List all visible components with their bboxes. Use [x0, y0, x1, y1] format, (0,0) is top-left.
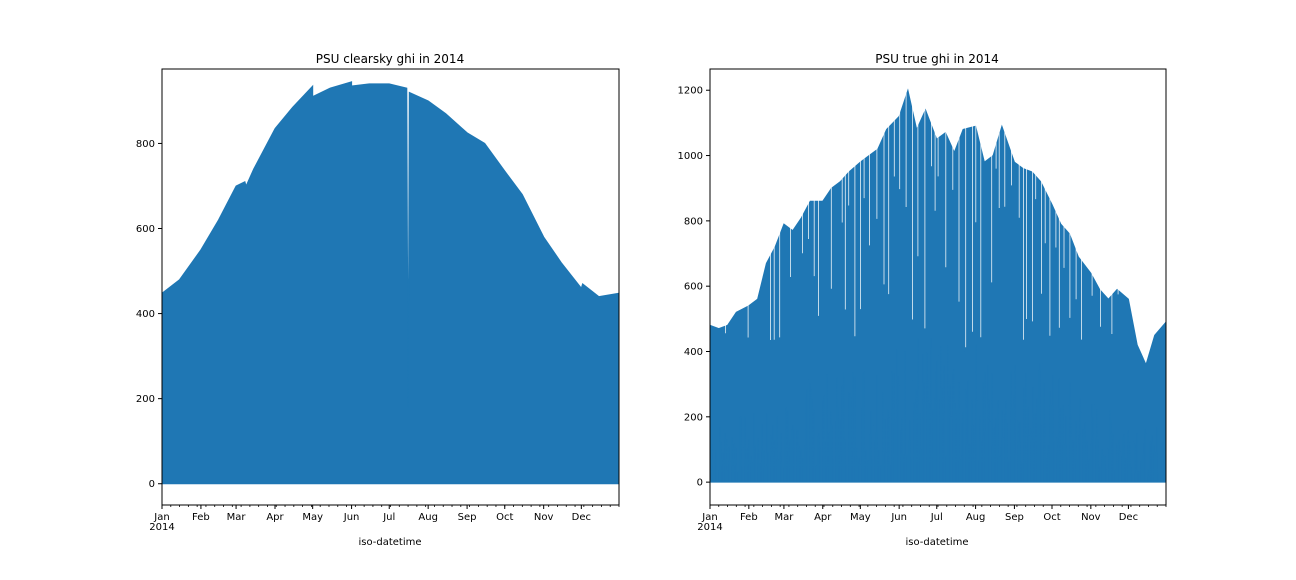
x-tick-label: Dec [572, 512, 591, 523]
x-tick-label: May [302, 512, 323, 523]
y-tick-label: 200 [136, 394, 155, 405]
x-tick-label: Nov [1081, 512, 1101, 523]
y-tick-label: 400 [136, 309, 155, 320]
x-tick-label: Jan [153, 512, 169, 523]
series-area [161, 81, 620, 485]
x-tick-label: Oct [1043, 512, 1060, 523]
y-tick-label: 800 [136, 139, 155, 150]
y-tick-label: 0 [697, 478, 703, 489]
x-tick-label: Jun [343, 512, 360, 523]
x-year-label: 2014 [697, 522, 722, 533]
series-noise [710, 337, 1166, 483]
x-tick-label: Apr [814, 512, 832, 523]
x-tick-label: Mar [227, 512, 247, 523]
x-tick-label: Aug [966, 512, 986, 523]
y-tick-label: 600 [684, 282, 703, 293]
x-year-label: 2014 [149, 522, 174, 533]
series-gaps [713, 69, 1160, 348]
y-tick-label: 200 [684, 412, 703, 423]
y-tick-label: 1200 [678, 86, 703, 97]
x-tick-label: Mar [774, 512, 794, 523]
x-tick-label: Jun [890, 512, 907, 523]
clearsky-ghi-chart: PSU clearsky ghi in 2014 iso-datetime 20… [136, 52, 620, 548]
x-tick-label: Jul [382, 512, 395, 523]
x-tick-label: Aug [418, 512, 438, 523]
x-tick-label: Apr [266, 512, 284, 523]
x-tick-label: Dec [1119, 512, 1138, 523]
x-axis-label: iso-datetime [358, 537, 421, 548]
chart-title: PSU true ghi in 2014 [875, 52, 999, 66]
y-tick-label: 0 [149, 479, 155, 490]
y-tick-label: 800 [684, 216, 703, 227]
x-tick-label: Nov [534, 512, 554, 523]
x-tick-label: Feb [740, 512, 758, 523]
chart-title: PSU clearsky ghi in 2014 [316, 52, 464, 66]
true-ghi-chart: PSU true ghi in 2014 iso-datetime 2014 0… [678, 52, 1167, 548]
x-tick-label: Jul [930, 512, 943, 523]
y-tick-label: 400 [684, 347, 703, 358]
x-tick-label: Sep [458, 512, 477, 523]
x-tick-label: Jan [701, 512, 717, 523]
x-axis-label: iso-datetime [905, 537, 968, 548]
x-tick-label: May [850, 512, 871, 523]
y-tick-label: 600 [136, 224, 155, 235]
x-tick-label: Sep [1005, 512, 1024, 523]
y-tick-label: 1000 [678, 151, 703, 162]
x-tick-label: Feb [192, 512, 210, 523]
x-tick-label: Oct [496, 512, 513, 523]
